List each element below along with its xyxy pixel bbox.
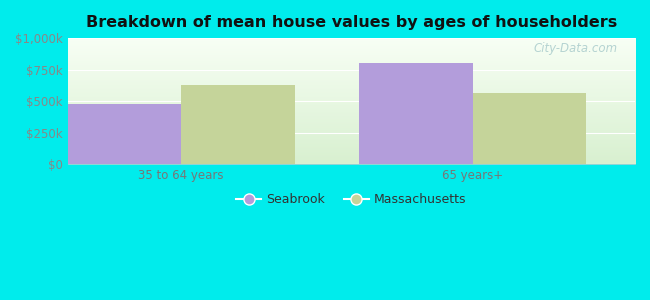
Text: City-Data.com: City-Data.com	[534, 42, 618, 55]
Bar	[181, 85, 294, 164]
Bar	[68, 104, 181, 164]
Bar	[473, 93, 586, 164]
Title: Breakdown of mean house values by ages of householders: Breakdown of mean house values by ages o…	[86, 15, 617, 30]
Legend: Seabrook, Massachusetts: Seabrook, Massachusetts	[231, 188, 471, 211]
Bar	[359, 63, 473, 164]
